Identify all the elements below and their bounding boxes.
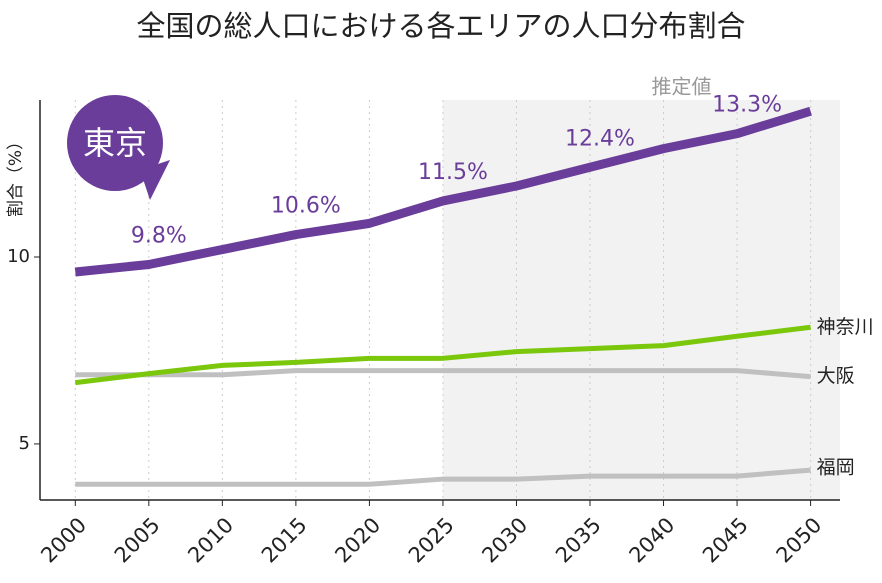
legend-label: 神奈川 bbox=[817, 316, 874, 338]
x-tick-label: 2000 bbox=[36, 513, 91, 568]
series-line bbox=[74, 106, 812, 277]
x-tick-label: 2010 bbox=[183, 513, 238, 568]
forecast-label: 推定値 bbox=[651, 75, 711, 99]
chart-title: 全国の総人口における各エリアの人口分布割合 bbox=[136, 9, 745, 43]
series-line bbox=[75, 467, 811, 487]
x-tick-label: 2035 bbox=[551, 513, 606, 568]
data-label: 10.6% bbox=[271, 194, 341, 219]
legend-label: 福岡 bbox=[817, 457, 855, 479]
y-tick-label: 10 bbox=[7, 246, 30, 267]
data-label: 13.3% bbox=[712, 93, 782, 118]
x-tick-label: 2015 bbox=[257, 513, 312, 568]
legend-label: 東京 bbox=[83, 124, 147, 162]
x-tick-label: 2045 bbox=[698, 513, 753, 568]
legend-label: 大阪 bbox=[817, 365, 855, 387]
series-line bbox=[75, 368, 811, 380]
x-tick-label: 2020 bbox=[330, 513, 385, 568]
x-tick-label: 2040 bbox=[625, 513, 680, 568]
data-label: 9.8% bbox=[131, 223, 187, 248]
y-axis-label: 割合（%） bbox=[6, 133, 26, 217]
data-label: 12.4% bbox=[565, 126, 635, 151]
y-tick-label: 5 bbox=[19, 433, 30, 454]
forecast-region bbox=[442, 100, 840, 500]
bubble bbox=[67, 95, 163, 191]
data-label: 11.5% bbox=[418, 160, 488, 185]
x-tick-label: 2050 bbox=[772, 513, 827, 568]
x-tick-label: 2030 bbox=[477, 513, 532, 568]
x-tick-label: 2005 bbox=[110, 513, 165, 568]
x-tick-label: 2025 bbox=[404, 513, 459, 568]
series-line bbox=[74, 324, 811, 386]
